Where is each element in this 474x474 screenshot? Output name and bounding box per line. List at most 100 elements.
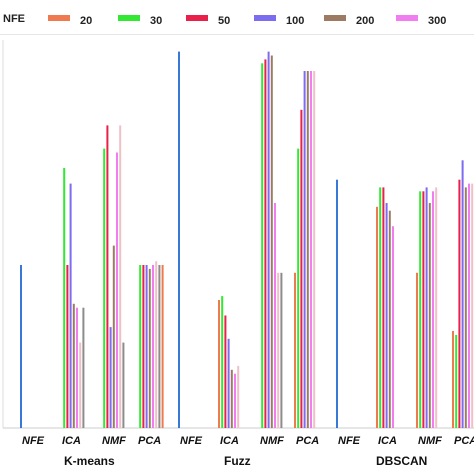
bar-k-means-pca-5 <box>152 265 154 428</box>
group-label-fuzz: Fuzz <box>224 454 251 468</box>
bar-fuzz-pca-2 <box>300 109 303 429</box>
legend-swatch-50 <box>186 15 208 21</box>
bar-k-means-nfe-0 <box>20 265 22 428</box>
bar-dbscan-ica-2 <box>382 187 385 428</box>
tick-label-dbscan-ica: ICA <box>378 435 397 447</box>
bar-dbscan-pca-1 <box>455 334 458 428</box>
bar-k-means-nmf-7 <box>122 342 125 428</box>
legend-label-30: 30 <box>150 15 162 27</box>
bar-fuzz-ica-4 <box>230 369 233 428</box>
bar-dbscan-ica-4 <box>388 210 391 428</box>
bar-k-means-ica-5 <box>76 307 78 428</box>
bar-k-means-pca-7 <box>158 265 161 428</box>
bar-fuzz-nfe-0 <box>178 51 180 428</box>
bar-k-means-nmf-5 <box>116 152 118 428</box>
bar-k-means-ica-6 <box>79 342 82 428</box>
bar-dbscan-ica-3 <box>385 203 388 428</box>
bar-fuzz-pca-6 <box>313 71 316 428</box>
tick-label-fuzz-nfe: NFE <box>180 435 203 447</box>
bar-fuzz-ica-5 <box>234 373 236 428</box>
legend-label-50: 50 <box>218 15 230 27</box>
bar-fuzz-pca-5 <box>310 71 312 428</box>
tick-label-fuzz-pca: PCA <box>296 435 319 447</box>
group-labels: K-means Fuzz DBSCAN <box>64 454 427 468</box>
bar-k-means-ica-4 <box>72 303 75 428</box>
legend-label-100: 100 <box>286 15 304 27</box>
bar-fuzz-nmf-6 <box>277 272 280 428</box>
bar-dbscan-pca-2 <box>458 179 461 428</box>
bar-dbscan-nmf-0 <box>416 272 418 428</box>
bar-dbscan-ica-0 <box>376 206 378 428</box>
bar-k-means-pca-8 <box>161 265 164 428</box>
bar-fuzz-ica-2 <box>224 315 227 428</box>
bar-dbscan-nmf-6 <box>435 187 438 428</box>
bar-k-means-ica-1 <box>63 168 66 428</box>
legend-label-300: 300 <box>428 15 446 27</box>
tick-label-k-means-pca: PCA <box>138 435 161 447</box>
bar-dbscan-pca-3 <box>461 160 464 429</box>
bar-fuzz-pca-0 <box>294 272 296 428</box>
legend-swatch-100 <box>254 15 276 21</box>
bar-fuzz-pca-4 <box>306 71 309 428</box>
bar-k-means-nmf-4 <box>112 245 115 428</box>
bar-k-means-pca-1 <box>139 265 142 428</box>
tick-label-k-means-nfe: NFE <box>22 435 45 447</box>
legend-label-200: 200 <box>356 15 374 27</box>
legend-swatch-20 <box>48 15 70 21</box>
bar-k-means-ica-3 <box>69 183 72 428</box>
bar-k-means-pca-2 <box>142 265 145 428</box>
bar-dbscan-nmf-1 <box>419 191 422 428</box>
bar-k-means-nmf-3 <box>109 327 112 428</box>
bar-fuzz-ica-0 <box>218 300 220 428</box>
bar-dbscan-nmf-4 <box>428 203 431 428</box>
bar-dbscan-pca-0 <box>452 331 454 428</box>
bar-dbscan-ica-1 <box>379 187 382 428</box>
bar-fuzz-ica-3 <box>227 338 230 428</box>
bar-dbscan-nfe-0 <box>336 179 338 428</box>
bar-k-means-pca-6 <box>155 261 158 428</box>
bar-k-means-nmf-1 <box>103 148 106 428</box>
bar-k-means-nmf-2 <box>106 125 109 429</box>
bar-k-means-pca-4 <box>148 268 151 428</box>
legend: NFE 20 30 50 100 200 300 <box>3 13 446 27</box>
tick-label-k-means-ica: ICA <box>62 435 81 447</box>
tick-label-dbscan-nmf: NMF <box>418 435 442 447</box>
tick-labels: NFE ICA NMF PCA NFE ICA NMF PCA NFE ICA NMF PCA <box>22 435 474 447</box>
bar-dbscan-pca-4 <box>464 187 467 428</box>
bar-k-means-nmf-6 <box>119 125 122 429</box>
tick-label-dbscan-nfe: NFE <box>338 435 361 447</box>
bar-fuzz-nmf-1 <box>261 63 264 429</box>
bar-fuzz-nmf-7 <box>280 272 283 428</box>
bar-k-means-pca-3 <box>145 265 148 428</box>
bar-fuzz-ica-1 <box>221 296 224 428</box>
bar-fuzz-nmf-4 <box>270 55 273 428</box>
legend-label-20: 20 <box>80 15 92 27</box>
bar-fuzz-pca-3 <box>303 71 306 428</box>
group-label-dbscan: DBSCAN <box>376 454 427 468</box>
legend-divider <box>0 34 474 35</box>
bar-dbscan-pca-6 <box>471 183 474 428</box>
bars <box>20 51 474 429</box>
legend-swatch-300 <box>396 15 418 21</box>
legend-swatch-30 <box>118 15 140 21</box>
bar-dbscan-pca-5 <box>468 183 470 428</box>
legend-title: NFE <box>3 13 25 25</box>
bar-fuzz-nmf-2 <box>264 59 267 429</box>
bar-fuzz-pca-1 <box>297 148 300 428</box>
bar-k-means-ica-2 <box>66 265 69 428</box>
bar-dbscan-nmf-5 <box>432 191 434 428</box>
tick-label-fuzz-nmf: NMF <box>260 435 284 447</box>
bar-dbscan-ica-5 <box>392 226 394 428</box>
bar-dbscan-nmf-3 <box>425 187 428 428</box>
bar-fuzz-nmf-5 <box>274 203 276 428</box>
bar-fuzz-nmf-3 <box>267 51 270 428</box>
bar-k-means-ica-7 <box>82 307 85 428</box>
tick-label-k-means-nmf: NMF <box>102 435 126 447</box>
group-label-k-means: K-means <box>64 454 115 468</box>
bar-dbscan-nmf-2 <box>422 191 425 428</box>
bar-fuzz-ica-6 <box>237 365 240 428</box>
tick-label-dbscan-pca: PCA <box>454 435 474 447</box>
legend-swatch-200 <box>324 15 346 21</box>
tick-label-fuzz-ica: ICA <box>220 435 239 447</box>
